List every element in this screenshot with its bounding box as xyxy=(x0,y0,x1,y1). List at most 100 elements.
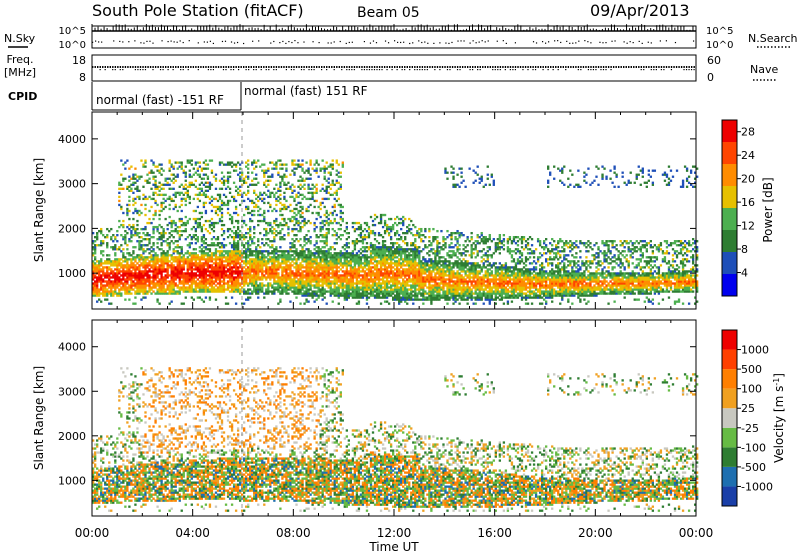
power-cell xyxy=(122,236,125,239)
power-cell xyxy=(267,167,270,170)
power-cell xyxy=(355,272,359,275)
power-cell xyxy=(347,296,351,299)
power-cell xyxy=(329,264,332,267)
nave-dot xyxy=(180,69,182,71)
power-cell xyxy=(240,276,244,279)
power-cell xyxy=(245,207,248,211)
power-cell xyxy=(307,229,310,233)
power-cell xyxy=(341,262,344,265)
nave-dot xyxy=(693,69,695,71)
power-cell xyxy=(335,256,338,259)
power-cell xyxy=(116,284,119,287)
power-cell xyxy=(234,266,238,269)
power-cell xyxy=(253,290,256,293)
power-cell xyxy=(136,272,139,275)
power-cell xyxy=(218,270,222,273)
power-cell xyxy=(315,282,318,285)
power-cell xyxy=(196,225,200,229)
power-cell xyxy=(275,199,278,203)
nave-dot xyxy=(663,69,665,71)
power-cell xyxy=(291,242,294,245)
power-cell xyxy=(126,272,129,275)
power-cell xyxy=(267,276,270,279)
power-cell xyxy=(293,274,296,277)
power-cell xyxy=(116,270,119,273)
power-cell xyxy=(118,203,121,207)
power-cell xyxy=(337,276,340,279)
power-cell xyxy=(120,288,123,291)
power-cell xyxy=(226,177,230,180)
power-cell xyxy=(301,288,304,291)
power-cell xyxy=(158,270,161,273)
power-cell xyxy=(130,234,133,237)
power-cell xyxy=(198,165,202,168)
power-cell xyxy=(132,181,135,184)
power-cell xyxy=(178,274,181,277)
power-cell xyxy=(152,270,155,273)
power-cell xyxy=(138,290,141,293)
power-cell xyxy=(196,270,200,273)
power-cell xyxy=(230,244,234,247)
power-cell xyxy=(243,292,246,295)
power-cell xyxy=(307,290,310,293)
freq-dot xyxy=(225,66,227,68)
power-cell xyxy=(283,183,286,186)
power-cell xyxy=(216,221,220,225)
power-cell xyxy=(230,246,234,249)
power-cell xyxy=(228,163,232,166)
power-cell xyxy=(184,276,187,279)
nsearch-dot xyxy=(599,41,601,43)
power-cell xyxy=(359,223,363,227)
power-cell xyxy=(285,163,288,166)
cpid-strip: CPID normal (fast) -151 RF normal (fast)… xyxy=(8,82,368,111)
freq-dot xyxy=(144,66,147,68)
power-cell xyxy=(212,229,216,233)
power-cell xyxy=(162,286,165,289)
nsearch-dot xyxy=(484,41,486,43)
nsearch-dot xyxy=(647,41,649,43)
power-cell xyxy=(192,252,195,255)
power-cell xyxy=(122,223,125,227)
power-cell xyxy=(309,282,312,285)
power-cell xyxy=(94,252,97,255)
power-cell xyxy=(170,268,173,271)
power-cell xyxy=(154,260,157,263)
power-cell xyxy=(339,205,342,209)
power-cell xyxy=(190,268,193,271)
power-cell xyxy=(249,258,252,261)
power-cell xyxy=(218,272,222,275)
power-cell xyxy=(371,274,375,277)
power-cell xyxy=(216,238,220,241)
power-cell xyxy=(295,296,298,299)
power-cell xyxy=(152,229,155,233)
power-cell xyxy=(144,256,147,259)
power-cell xyxy=(194,161,197,164)
power-cell xyxy=(269,256,272,259)
power-cell xyxy=(216,256,220,259)
power-cell xyxy=(325,189,328,192)
power-cell xyxy=(347,292,351,295)
freq-dot xyxy=(197,66,200,68)
power-cell xyxy=(277,173,280,176)
power-cell xyxy=(236,256,240,259)
power-cell xyxy=(287,268,290,271)
power-cell xyxy=(277,266,280,269)
power-cell xyxy=(287,284,290,287)
power-cell xyxy=(220,211,224,215)
power-cell xyxy=(271,258,274,261)
power-cell xyxy=(269,258,272,261)
power-cell xyxy=(126,274,129,277)
power-cell xyxy=(317,254,320,257)
power-cell xyxy=(321,268,324,271)
power-cell xyxy=(182,187,185,190)
power-cell xyxy=(134,272,137,275)
power-cell xyxy=(285,250,288,253)
power-cell xyxy=(208,264,212,267)
power-cell xyxy=(297,256,300,259)
power-cell xyxy=(122,187,125,190)
power-cell xyxy=(204,252,208,255)
power-cell xyxy=(156,266,159,269)
power-cell xyxy=(255,286,258,289)
power-cell xyxy=(132,217,135,221)
power-cell xyxy=(110,282,113,285)
